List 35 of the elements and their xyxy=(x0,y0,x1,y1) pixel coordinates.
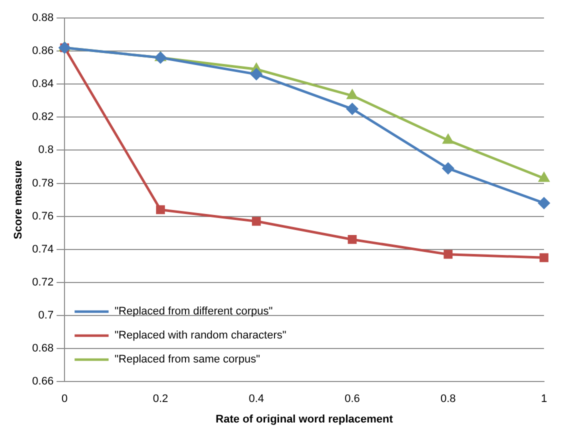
y-tick-label: 0.74 xyxy=(32,243,54,256)
point xyxy=(538,197,550,209)
y-tick-label: 0.66 xyxy=(32,376,54,388)
point xyxy=(347,90,358,100)
point xyxy=(348,235,357,244)
x-tick-label: 0.4 xyxy=(248,393,264,406)
x-tick-label: 0 xyxy=(62,393,68,406)
y-tick-label: 0.82 xyxy=(32,111,54,124)
y-axis-title: Score measure xyxy=(12,160,25,240)
point xyxy=(442,162,454,174)
point xyxy=(250,68,262,80)
y-tick-label: 0.88 xyxy=(32,12,54,24)
y-tick-label: 0.86 xyxy=(32,45,54,58)
point xyxy=(346,103,358,115)
y-tick-label: 0.72 xyxy=(32,276,54,288)
y-tick-label: 0.68 xyxy=(32,342,54,355)
point xyxy=(538,172,550,182)
point xyxy=(540,253,548,262)
point xyxy=(444,250,453,259)
legend-label: "Replaced with random characters" xyxy=(114,330,286,342)
legend-label: "Replaced from different corpus" xyxy=(114,306,273,318)
x-tick-label: 0.6 xyxy=(344,393,360,406)
x-axis-title: Rate of original word replacement xyxy=(216,413,394,426)
y-tick-label: 0.7 xyxy=(38,310,54,322)
x-tick-label: 0.2 xyxy=(152,393,168,406)
y-tick-label: 0.8 xyxy=(38,144,54,156)
x-tick-label: 0.8 xyxy=(440,393,456,406)
legend-label: "Replaced from same corpus" xyxy=(114,354,260,366)
y-tick-label: 0.76 xyxy=(32,210,54,222)
point xyxy=(442,134,454,144)
y-tick-label: 0.84 xyxy=(32,78,54,90)
x-tick-label: 1 xyxy=(540,393,548,406)
y-tick-label: 0.78 xyxy=(32,177,54,190)
point xyxy=(252,216,261,226)
point xyxy=(156,205,165,214)
